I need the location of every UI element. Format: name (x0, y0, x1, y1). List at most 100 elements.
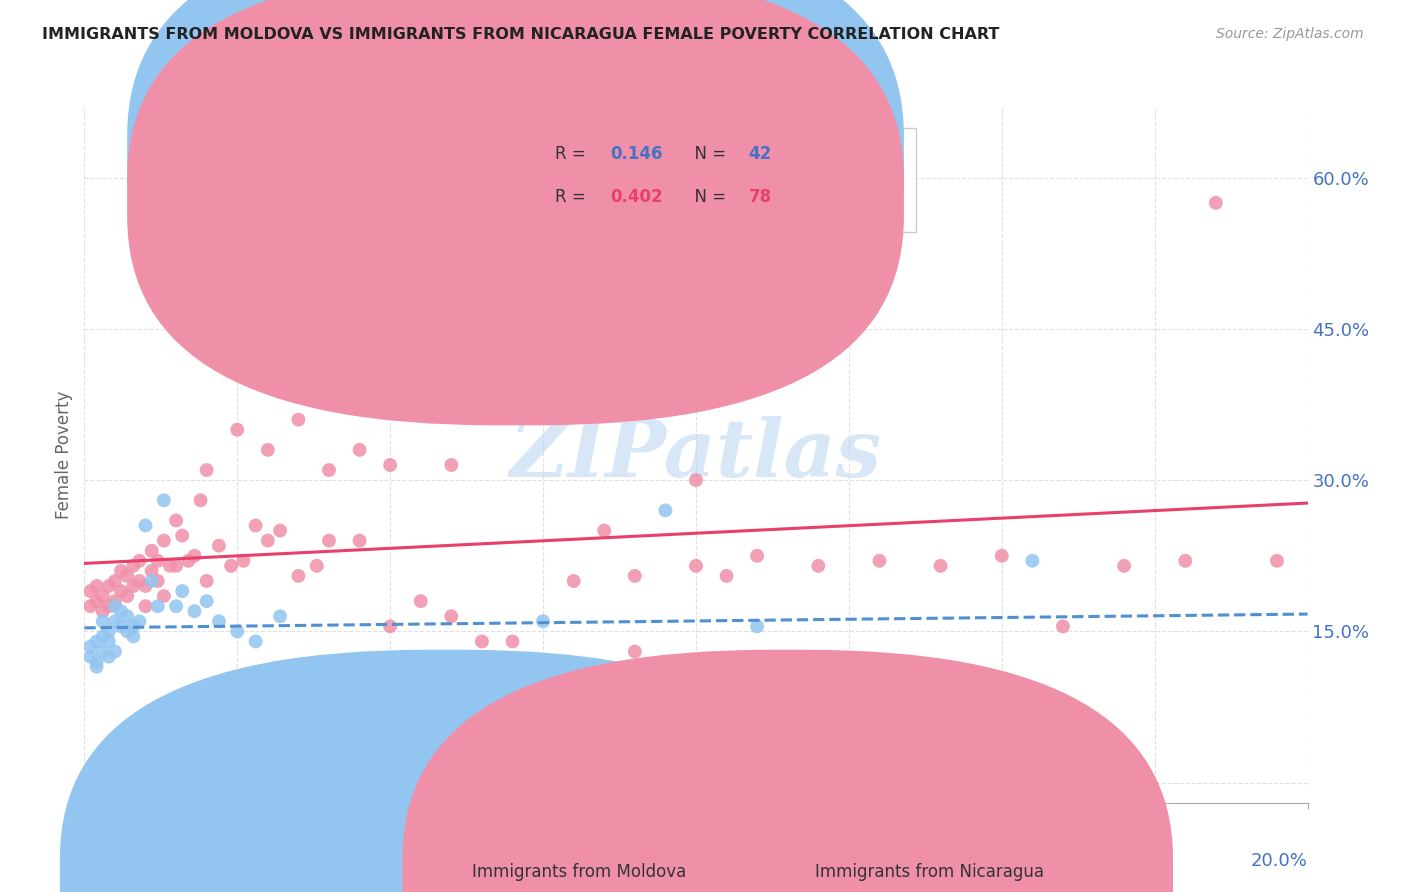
Point (502, 634, 524, 648)
Point (135, 579, 157, 593)
Point (153, 493, 176, 508)
Text: N =: N = (683, 188, 731, 206)
Point (97, 624, 120, 639)
Point (380, 619, 402, 633)
Point (287, 412, 309, 426)
Point (318, 533, 340, 548)
Point (79, 584, 101, 599)
Point (153, 589, 176, 603)
Point (79, 599, 101, 614)
Point (122, 558, 145, 573)
Text: 78: 78 (748, 188, 772, 206)
Point (141, 543, 163, 558)
Point (654, 670, 676, 684)
Text: 0.146: 0.146 (610, 145, 662, 163)
Text: 20.0%: 20.0% (1251, 852, 1308, 870)
Point (183, 604, 205, 618)
Point (104, 615, 127, 629)
Point (245, 518, 267, 533)
Point (195, 463, 218, 477)
Point (685, 558, 707, 573)
Text: Immigrants from Nicaragua: Immigrants from Nicaragua (814, 863, 1043, 881)
Point (747, 549, 769, 563)
Point (380, 458, 402, 472)
Point (115, 589, 138, 603)
Point (869, 554, 891, 568)
Point (115, 624, 138, 639)
Point (86, 655, 108, 669)
Point (624, 644, 647, 658)
Point (716, 569, 738, 583)
Point (172, 528, 194, 542)
Point (86, 634, 108, 648)
Point (1265, 554, 1288, 568)
Point (190, 493, 212, 508)
Point (226, 624, 249, 639)
Point (257, 533, 280, 548)
Point (562, 574, 585, 588)
Point (593, 524, 616, 538)
Point (380, 700, 402, 714)
Point (349, 690, 371, 704)
FancyBboxPatch shape (127, 0, 904, 382)
Point (97, 634, 120, 648)
Point (208, 539, 231, 553)
Point (104, 574, 127, 588)
Point (232, 554, 254, 568)
Point (141, 564, 163, 578)
Point (929, 558, 952, 573)
Point (128, 574, 150, 588)
Point (115, 569, 138, 583)
Point (135, 599, 157, 614)
Point (91, 604, 114, 618)
Point (122, 619, 145, 633)
Point (159, 558, 181, 573)
Point (104, 594, 127, 608)
Point (440, 705, 463, 719)
Point (135, 518, 157, 533)
Point (219, 558, 242, 573)
Point (269, 609, 291, 624)
Text: R =: R = (555, 145, 592, 163)
Point (104, 644, 127, 658)
Point (562, 332, 585, 346)
Point (91, 629, 114, 643)
Text: N =: N = (683, 145, 731, 163)
Point (531, 615, 554, 629)
Point (807, 558, 830, 573)
Point (1205, 195, 1227, 210)
Text: 0.402: 0.402 (610, 188, 664, 206)
Point (141, 574, 163, 588)
Point (305, 558, 328, 573)
Point (747, 619, 769, 633)
Point (128, 554, 150, 568)
Point (195, 594, 218, 608)
Point (208, 615, 231, 629)
Point (287, 569, 309, 583)
Point (226, 423, 249, 437)
Point (86, 659, 108, 673)
Point (869, 674, 891, 689)
Point (97, 599, 120, 614)
Point (183, 549, 205, 563)
Point (165, 599, 187, 614)
Point (440, 609, 463, 624)
Point (104, 599, 127, 614)
Text: ZIPatlas: ZIPatlas (510, 417, 882, 493)
Point (177, 554, 200, 568)
Point (172, 584, 194, 599)
Point (91, 644, 114, 658)
Text: 0.0%: 0.0% (84, 852, 129, 870)
Point (245, 634, 267, 648)
FancyBboxPatch shape (475, 128, 917, 232)
FancyBboxPatch shape (402, 649, 1173, 892)
Point (91, 589, 114, 603)
Point (502, 342, 524, 356)
Point (110, 564, 132, 578)
Point (440, 458, 463, 472)
Text: 42: 42 (748, 145, 772, 163)
Point (79, 640, 101, 654)
Point (165, 558, 187, 573)
Point (1174, 554, 1197, 568)
Point (269, 524, 291, 538)
